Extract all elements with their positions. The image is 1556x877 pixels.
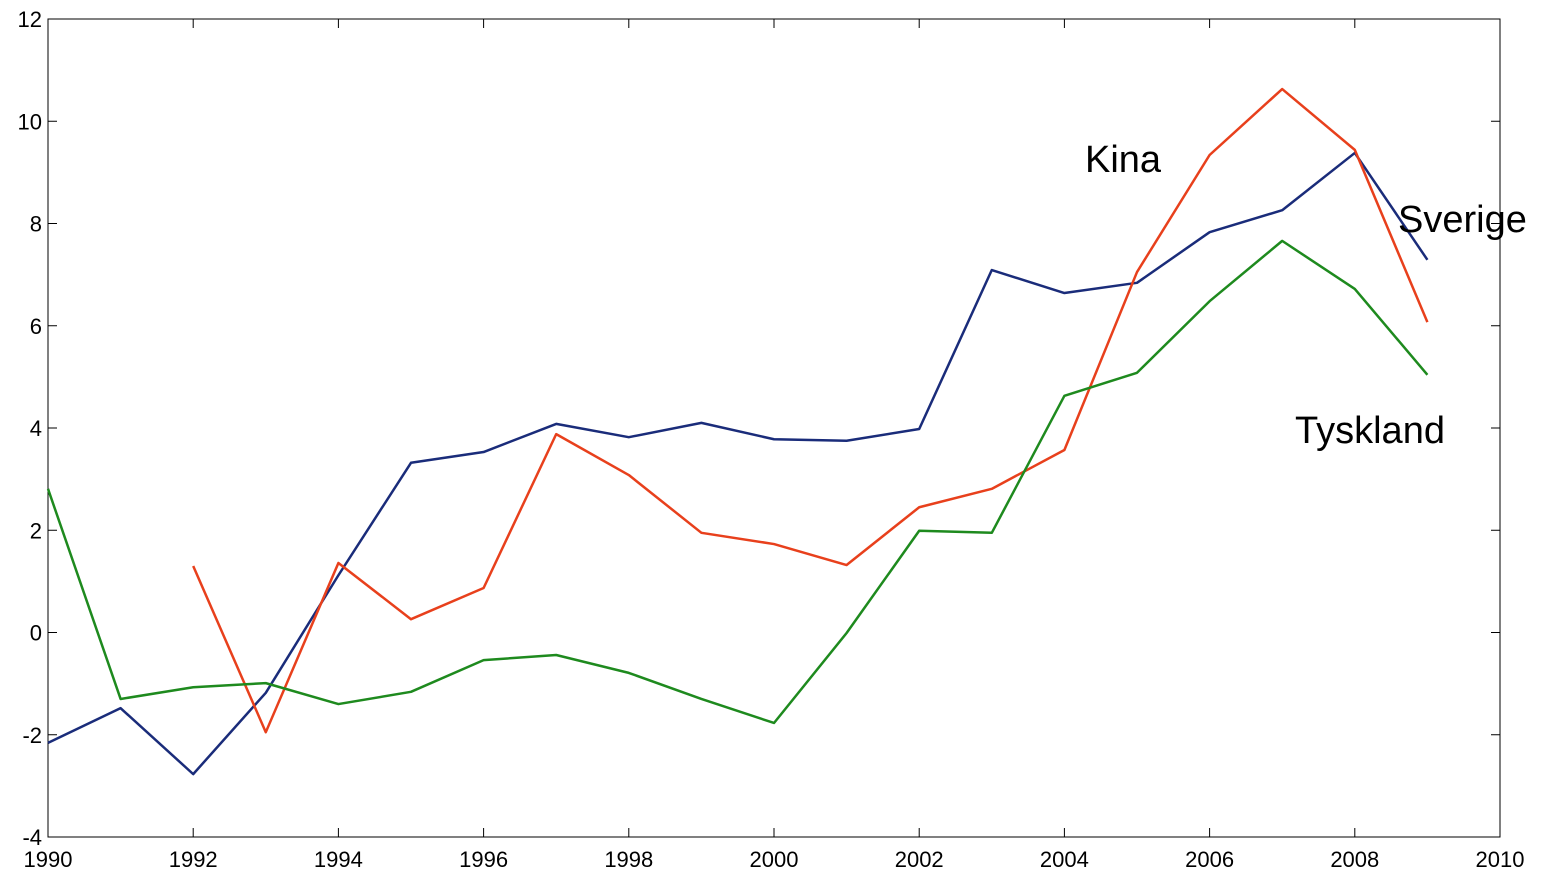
y-tick-label: 0	[30, 621, 42, 646]
y-tick-label: -2	[22, 723, 42, 748]
x-tick-label: 2000	[750, 847, 799, 872]
x-tick-label: 2010	[1476, 847, 1525, 872]
y-tick-label: -4	[22, 825, 42, 850]
y-tick-label: 2	[30, 518, 42, 543]
series-label: Sverige	[1398, 199, 1527, 241]
x-tick-label: 1992	[169, 847, 218, 872]
x-tick-label: 2002	[895, 847, 944, 872]
series-label: Kina	[1085, 139, 1162, 181]
series-label: Tyskland	[1295, 410, 1445, 452]
y-tick-label: 10	[18, 109, 42, 134]
series-line	[47, 151, 1429, 776]
lines	[46, 87, 1429, 776]
x-tick-label: 1994	[314, 847, 363, 872]
x-tick-label: 1990	[24, 847, 73, 872]
y-tick-label: 6	[30, 314, 42, 339]
series-line	[192, 87, 1429, 734]
y-tick-label: 4	[30, 416, 42, 441]
plot-frame	[47, 18, 1501, 838]
series-line	[46, 239, 1429, 725]
x-tick-label: 1998	[604, 847, 653, 872]
x-tick-label: 2008	[1330, 847, 1379, 872]
x-tick-label: 1996	[459, 847, 508, 872]
x-tick-label: 2006	[1185, 847, 1234, 872]
x-tick-label: 2004	[1040, 847, 1089, 872]
y-tick-label: 8	[30, 212, 42, 237]
y-tick-label: 12	[18, 7, 42, 32]
